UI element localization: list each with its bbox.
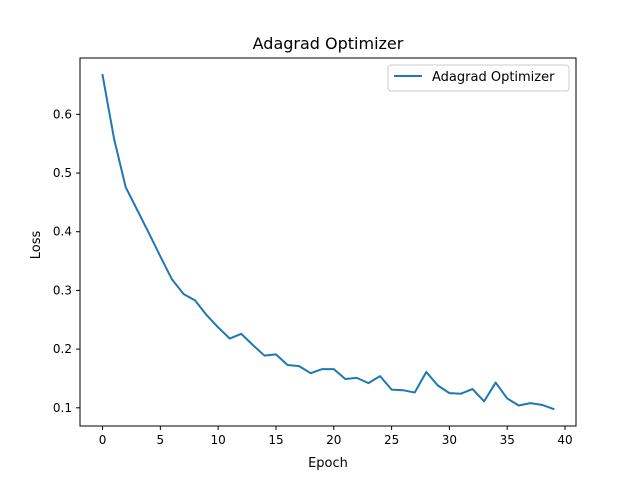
- y-tick-label: 0.5: [53, 166, 72, 180]
- y-tick-label: 0.1: [53, 401, 72, 415]
- series-line: [101, 73, 555, 411]
- plot-area: 0 5 10 15 20 25 30 35 40 0.1 0.2 0.3 0.4 0.5 0.6 Adagra…: [53, 57, 577, 447]
- y-axis-label: Loss: [29, 231, 44, 260]
- y-tick-label: 0.4: [53, 225, 72, 239]
- x-tick-label: 15: [268, 433, 283, 447]
- legend-label: Adagrad Optimizer: [432, 70, 555, 85]
- chart-title: Adagrad Optimizer: [253, 34, 404, 53]
- x-tick-label: 30: [442, 433, 457, 447]
- x-tick-label: 0: [99, 433, 107, 447]
- y-tick-label: 0.3: [53, 283, 72, 297]
- x-tick-label: 25: [384, 433, 399, 447]
- x-tick-label: 40: [557, 433, 572, 447]
- x-tick-label: 5: [157, 433, 165, 447]
- x-tick-label: 20: [326, 433, 341, 447]
- x-axis-label: Epoch: [308, 456, 348, 471]
- axes-frame: [79, 57, 577, 427]
- y-tick-label: 0.2: [53, 342, 72, 356]
- legend-box: [387, 64, 570, 92]
- y-tick-label: 0.6: [53, 107, 72, 121]
- x-tick-label: 10: [211, 433, 226, 447]
- x-tick-label: 35: [500, 433, 515, 447]
